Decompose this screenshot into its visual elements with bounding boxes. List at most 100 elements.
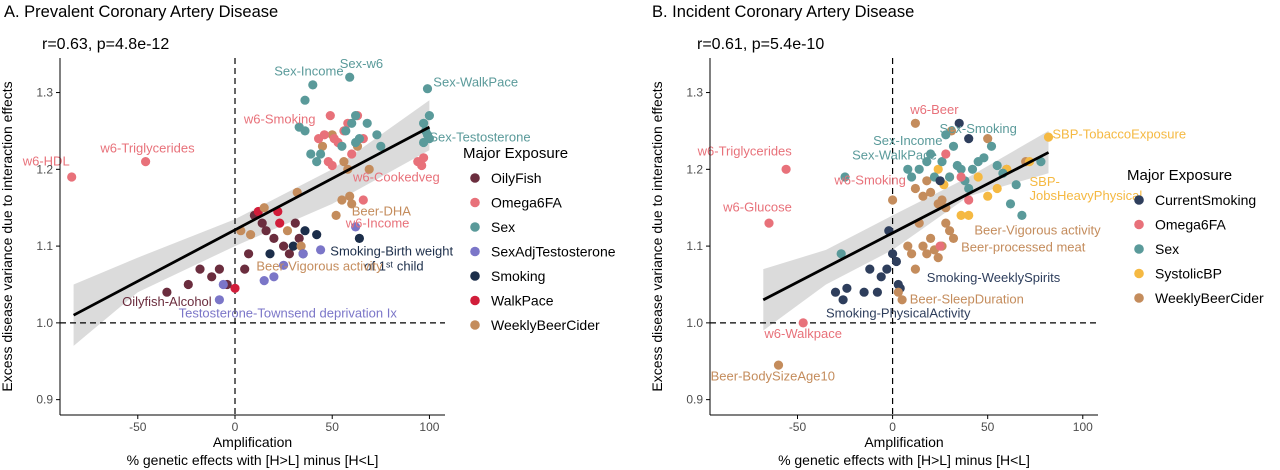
data-point: [922, 157, 932, 167]
legend-label: WeeklyBeerCider: [491, 317, 600, 333]
data-point: [214, 295, 224, 305]
data-point: [781, 164, 791, 174]
data-point: [207, 272, 217, 282]
point-label: Oilyfish-Alcohol: [122, 294, 212, 309]
point-label: w6-Cookedveg: [352, 170, 440, 185]
legend-swatch: [470, 320, 480, 330]
data-point: [288, 241, 298, 251]
data-point: [979, 153, 989, 163]
data-point: [956, 172, 966, 182]
data-point: [992, 183, 1002, 194]
legend-label: Omega6FA: [491, 195, 562, 211]
y-tick-label: 1.3: [686, 86, 703, 100]
panel-title: B. Incident Coronary Artery Disease: [652, 3, 914, 21]
data-point: [964, 183, 974, 194]
data-point: [319, 130, 329, 140]
data-point: [341, 126, 351, 136]
data-point: [351, 111, 361, 121]
data-point: [257, 218, 267, 228]
x-axis-subtitle: % genetic effects with [H>L] minus [H<L]: [778, 452, 1030, 468]
point-label: SBP-TobaccoExposure: [1052, 127, 1186, 142]
data-point: [195, 264, 205, 274]
y-tick-label: 0.9: [686, 393, 703, 407]
point-label: w6-Smoking: [833, 173, 906, 188]
regression-line: [72, 125, 431, 317]
data-point: [945, 172, 955, 182]
data-point: [419, 153, 429, 163]
y-axis-title: Excess disease variance due to interacti…: [0, 81, 15, 391]
legend-swatch: [470, 222, 480, 232]
data-point: [417, 160, 427, 171]
data-point: [244, 249, 254, 259]
legend-swatch: [1134, 293, 1144, 303]
point-label: Testosterone-Townsend deprivation Ix: [179, 306, 398, 321]
data-point: [347, 118, 357, 128]
point-label: Beer-SleepDuration: [910, 292, 1024, 307]
x-tick-label: -50: [789, 420, 807, 434]
data-point: [300, 226, 310, 236]
point-label: Sex-WalkPace: [433, 74, 518, 89]
data-point: [859, 287, 869, 297]
legend-label: Sex: [1155, 241, 1179, 257]
x-axis-title: Amplification: [213, 434, 292, 450]
data-point: [294, 233, 304, 243]
data-point: [362, 118, 372, 128]
data-point: [269, 272, 279, 282]
data-point: [840, 172, 850, 182]
data-point: [914, 164, 924, 174]
point-label: Beer-DHA: [352, 203, 412, 218]
data-point: [956, 210, 966, 220]
data-point: [933, 164, 943, 174]
data-point: [922, 176, 932, 186]
data-point: [312, 157, 322, 167]
data-point: [1011, 180, 1021, 190]
legend-swatch: [1134, 195, 1144, 205]
data-point: [265, 249, 275, 259]
data-point: [298, 249, 308, 259]
y-tick-label: 1.1: [36, 239, 53, 253]
data-point: [351, 137, 361, 148]
point-label: Sex-Income: [274, 64, 343, 79]
data-point: [316, 245, 326, 255]
data-point: [1005, 199, 1016, 209]
data-point: [331, 210, 341, 220]
regression-line: [762, 151, 1050, 302]
legend-swatch: [470, 246, 480, 257]
legend-swatch: [1134, 219, 1144, 230]
legend-label: Smoking: [491, 268, 545, 284]
point-label: Sex-Smoking: [940, 121, 1017, 136]
legend-label: CurrentSmoking: [1155, 192, 1256, 208]
data-point: [891, 256, 902, 267]
data-point: [918, 241, 928, 251]
data-point: [290, 218, 300, 228]
x-tick-label: 50: [981, 420, 995, 434]
data-point: [773, 360, 784, 370]
data-point: [279, 260, 289, 270]
data-point: [882, 264, 892, 274]
point-label: Smoking-WeeklySpirits: [927, 270, 1061, 285]
data-point: [376, 141, 386, 151]
correlation-stat: r=0.63, p=4.8e-12: [42, 36, 169, 53]
data-point: [888, 249, 898, 259]
data-point: [162, 287, 172, 297]
data-point: [935, 241, 945, 251]
data-point: [941, 130, 951, 140]
data-point: [347, 149, 357, 159]
data-point: [308, 80, 318, 90]
y-tick-label: 1.2: [36, 162, 53, 176]
data-point: [279, 241, 289, 251]
data-point: [337, 195, 347, 205]
legend-swatch: [1134, 268, 1144, 279]
data-point: [296, 241, 306, 251]
point-label: Beer-Vigorous activity: [974, 223, 1101, 238]
data-point: [284, 249, 294, 259]
data-point: [422, 84, 433, 94]
data-point: [888, 195, 898, 205]
data-point: [339, 157, 349, 167]
data-point: [907, 249, 917, 259]
legend-label: WeeklyBeerCider: [1155, 290, 1264, 306]
point-label: JobsHeavyPhysical: [1030, 188, 1143, 203]
x-tick-label: 0: [232, 420, 239, 434]
data-point: [876, 272, 886, 282]
data-point: [956, 164, 966, 174]
